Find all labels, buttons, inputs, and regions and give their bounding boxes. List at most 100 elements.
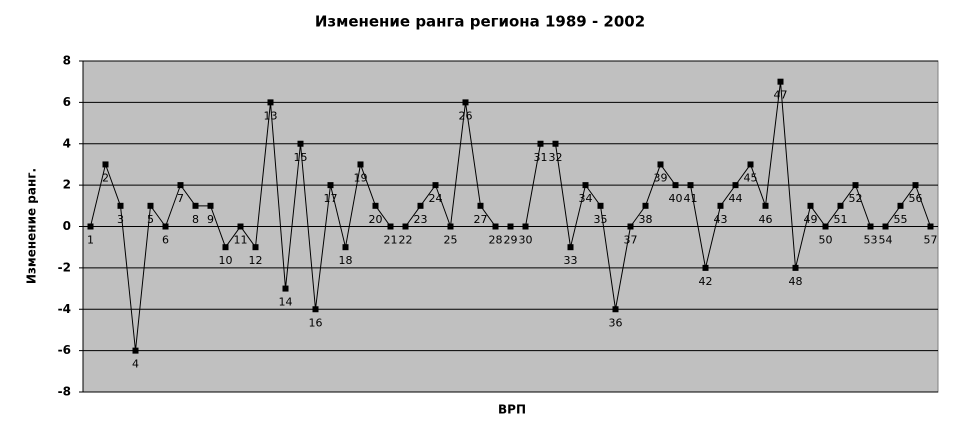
- point-label: 27: [474, 213, 488, 226]
- y-tick-label: 2: [63, 178, 71, 192]
- marker: [582, 182, 589, 189]
- marker: [627, 223, 634, 230]
- marker: [522, 223, 529, 230]
- marker: [432, 182, 439, 189]
- y-tick-label: -6: [58, 343, 71, 357]
- point-label: 4: [132, 358, 139, 371]
- marker: [147, 202, 154, 209]
- marker: [597, 202, 604, 209]
- y-tick-label: 6: [63, 95, 71, 109]
- point-label: 56: [909, 192, 923, 205]
- marker: [672, 182, 679, 189]
- marker: [252, 244, 259, 251]
- y-tick-label: -2: [58, 260, 71, 274]
- point-label: 46: [759, 213, 773, 226]
- point-label: 37: [624, 234, 638, 247]
- point-label: 36: [609, 316, 623, 329]
- marker: [867, 223, 874, 230]
- point-label: 2: [102, 171, 109, 184]
- marker: [447, 223, 454, 230]
- marker: [387, 223, 394, 230]
- marker: [342, 244, 349, 251]
- marker: [312, 306, 319, 313]
- marker: [132, 347, 139, 354]
- marker: [717, 202, 724, 209]
- point-label: 34: [579, 192, 593, 205]
- marker: [507, 223, 514, 230]
- marker: [192, 202, 199, 209]
- point-label: 47: [774, 89, 788, 102]
- marker: [567, 244, 574, 251]
- y-tick-label: 0: [63, 219, 71, 233]
- marker: [327, 182, 334, 189]
- point-label: 19: [354, 171, 368, 184]
- point-label: 23: [414, 213, 428, 226]
- marker: [702, 264, 709, 271]
- marker: [882, 223, 889, 230]
- point-label: 15: [294, 151, 308, 164]
- point-label: 30: [519, 234, 533, 247]
- marker: [552, 140, 559, 147]
- marker: [207, 202, 214, 209]
- marker: [492, 223, 499, 230]
- point-label: 38: [639, 213, 653, 226]
- marker: [102, 161, 109, 168]
- marker: [807, 202, 814, 209]
- marker: [87, 223, 94, 230]
- marker: [777, 78, 784, 85]
- point-label: 35: [594, 213, 608, 226]
- point-label: 57: [924, 234, 938, 247]
- marker: [297, 140, 304, 147]
- point-label: 41: [684, 192, 698, 205]
- marker: [927, 223, 934, 230]
- marker: [372, 202, 379, 209]
- y-axis-label: Изменение ранг.: [25, 168, 39, 284]
- point-label: 12: [249, 254, 263, 267]
- point-label: 40: [669, 192, 683, 205]
- marker: [762, 202, 769, 209]
- point-label: 9: [207, 213, 214, 226]
- point-label: 53: [864, 234, 878, 247]
- point-label: 43: [714, 213, 728, 226]
- marker: [237, 223, 244, 230]
- point-label: 16: [309, 316, 323, 329]
- point-label: 48: [789, 275, 803, 288]
- marker: [747, 161, 754, 168]
- point-label: 29: [504, 234, 518, 247]
- point-label: 11: [234, 234, 248, 247]
- y-tick-label: -8: [58, 385, 71, 399]
- point-label: 10: [219, 254, 233, 267]
- marker: [417, 202, 424, 209]
- point-label: 39: [654, 171, 668, 184]
- marker: [267, 99, 274, 106]
- point-label: 42: [699, 275, 713, 288]
- marker: [402, 223, 409, 230]
- point-label: 7: [177, 192, 184, 205]
- point-label: 33: [564, 254, 578, 267]
- point-label: 18: [339, 254, 353, 267]
- point-label: 51: [834, 213, 848, 226]
- marker: [912, 182, 919, 189]
- y-tick-label: 8: [63, 54, 71, 68]
- marker: [642, 202, 649, 209]
- point-label: 25: [444, 234, 458, 247]
- marker: [162, 223, 169, 230]
- marker: [897, 202, 904, 209]
- point-label: 26: [459, 109, 473, 122]
- marker: [732, 182, 739, 189]
- marker: [822, 223, 829, 230]
- marker: [462, 99, 469, 106]
- marker: [282, 285, 289, 292]
- chart-title: Изменение ранга региона 1989 - 2002: [315, 13, 645, 31]
- point-label: 3: [117, 213, 124, 226]
- marker: [852, 182, 859, 189]
- marker: [222, 244, 229, 251]
- marker: [177, 182, 184, 189]
- point-label: 28: [489, 234, 503, 247]
- point-label: 21: [384, 234, 398, 247]
- point-label: 5: [147, 213, 154, 226]
- point-label: 14: [279, 296, 293, 309]
- x-axis-label: ВРП: [498, 403, 526, 417]
- point-label: 54: [879, 234, 893, 247]
